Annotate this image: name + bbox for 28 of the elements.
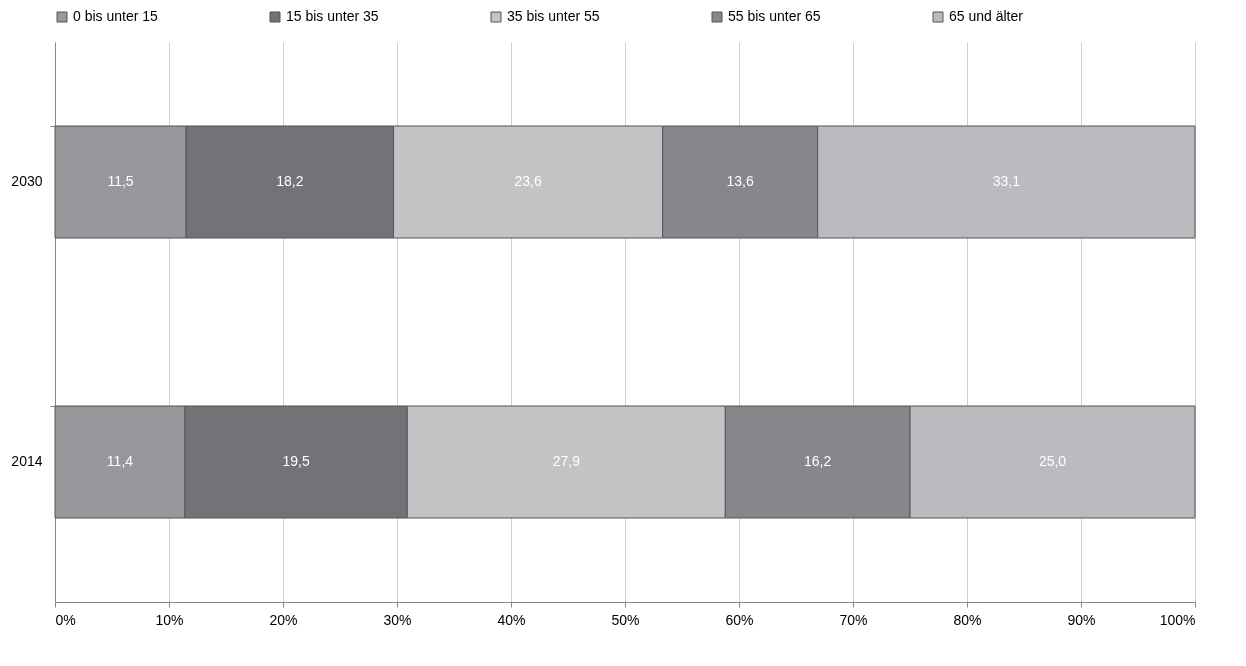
legend-label: 65 und älter [949, 8, 1024, 24]
x-tick-label: 20% [269, 611, 298, 628]
x-tick-label: 100% [1159, 611, 1196, 628]
x-tick-label: 30% [383, 611, 412, 628]
x-tick-label: 70% [839, 611, 868, 628]
data-label: 33,1 [992, 173, 1021, 189]
x-tick-label: 40% [497, 611, 526, 628]
data-label: 18,2 [276, 173, 304, 189]
data-label: 11,5 [107, 173, 134, 189]
x-tick-label: 10% [155, 611, 184, 628]
data-label: 13,6 [726, 173, 754, 189]
data-label: 25,0 [1038, 453, 1067, 469]
data-label: 27,9 [552, 453, 581, 469]
legend-label: 55 bis unter 65 [728, 8, 821, 24]
data-label: 19,5 [282, 453, 310, 469]
data-label: 16,2 [804, 453, 832, 469]
x-tick-label: 50% [611, 611, 640, 628]
data-label: 11,4 [106, 453, 134, 469]
x-tick-label: 80% [953, 611, 982, 628]
y-tick-label: 2014 [11, 453, 43, 469]
data-label: 23,6 [514, 173, 542, 189]
legend-label: 0 bis unter 15 [73, 8, 159, 24]
x-tick-label: 90% [1067, 611, 1096, 628]
legend-label: 35 bis unter 55 [507, 8, 600, 24]
x-tick-label: 0% [55, 611, 76, 628]
legend-label: 15 bis unter 35 [286, 8, 379, 24]
x-tick-label: 60% [725, 611, 754, 628]
y-tick-label: 2030 [11, 173, 43, 189]
